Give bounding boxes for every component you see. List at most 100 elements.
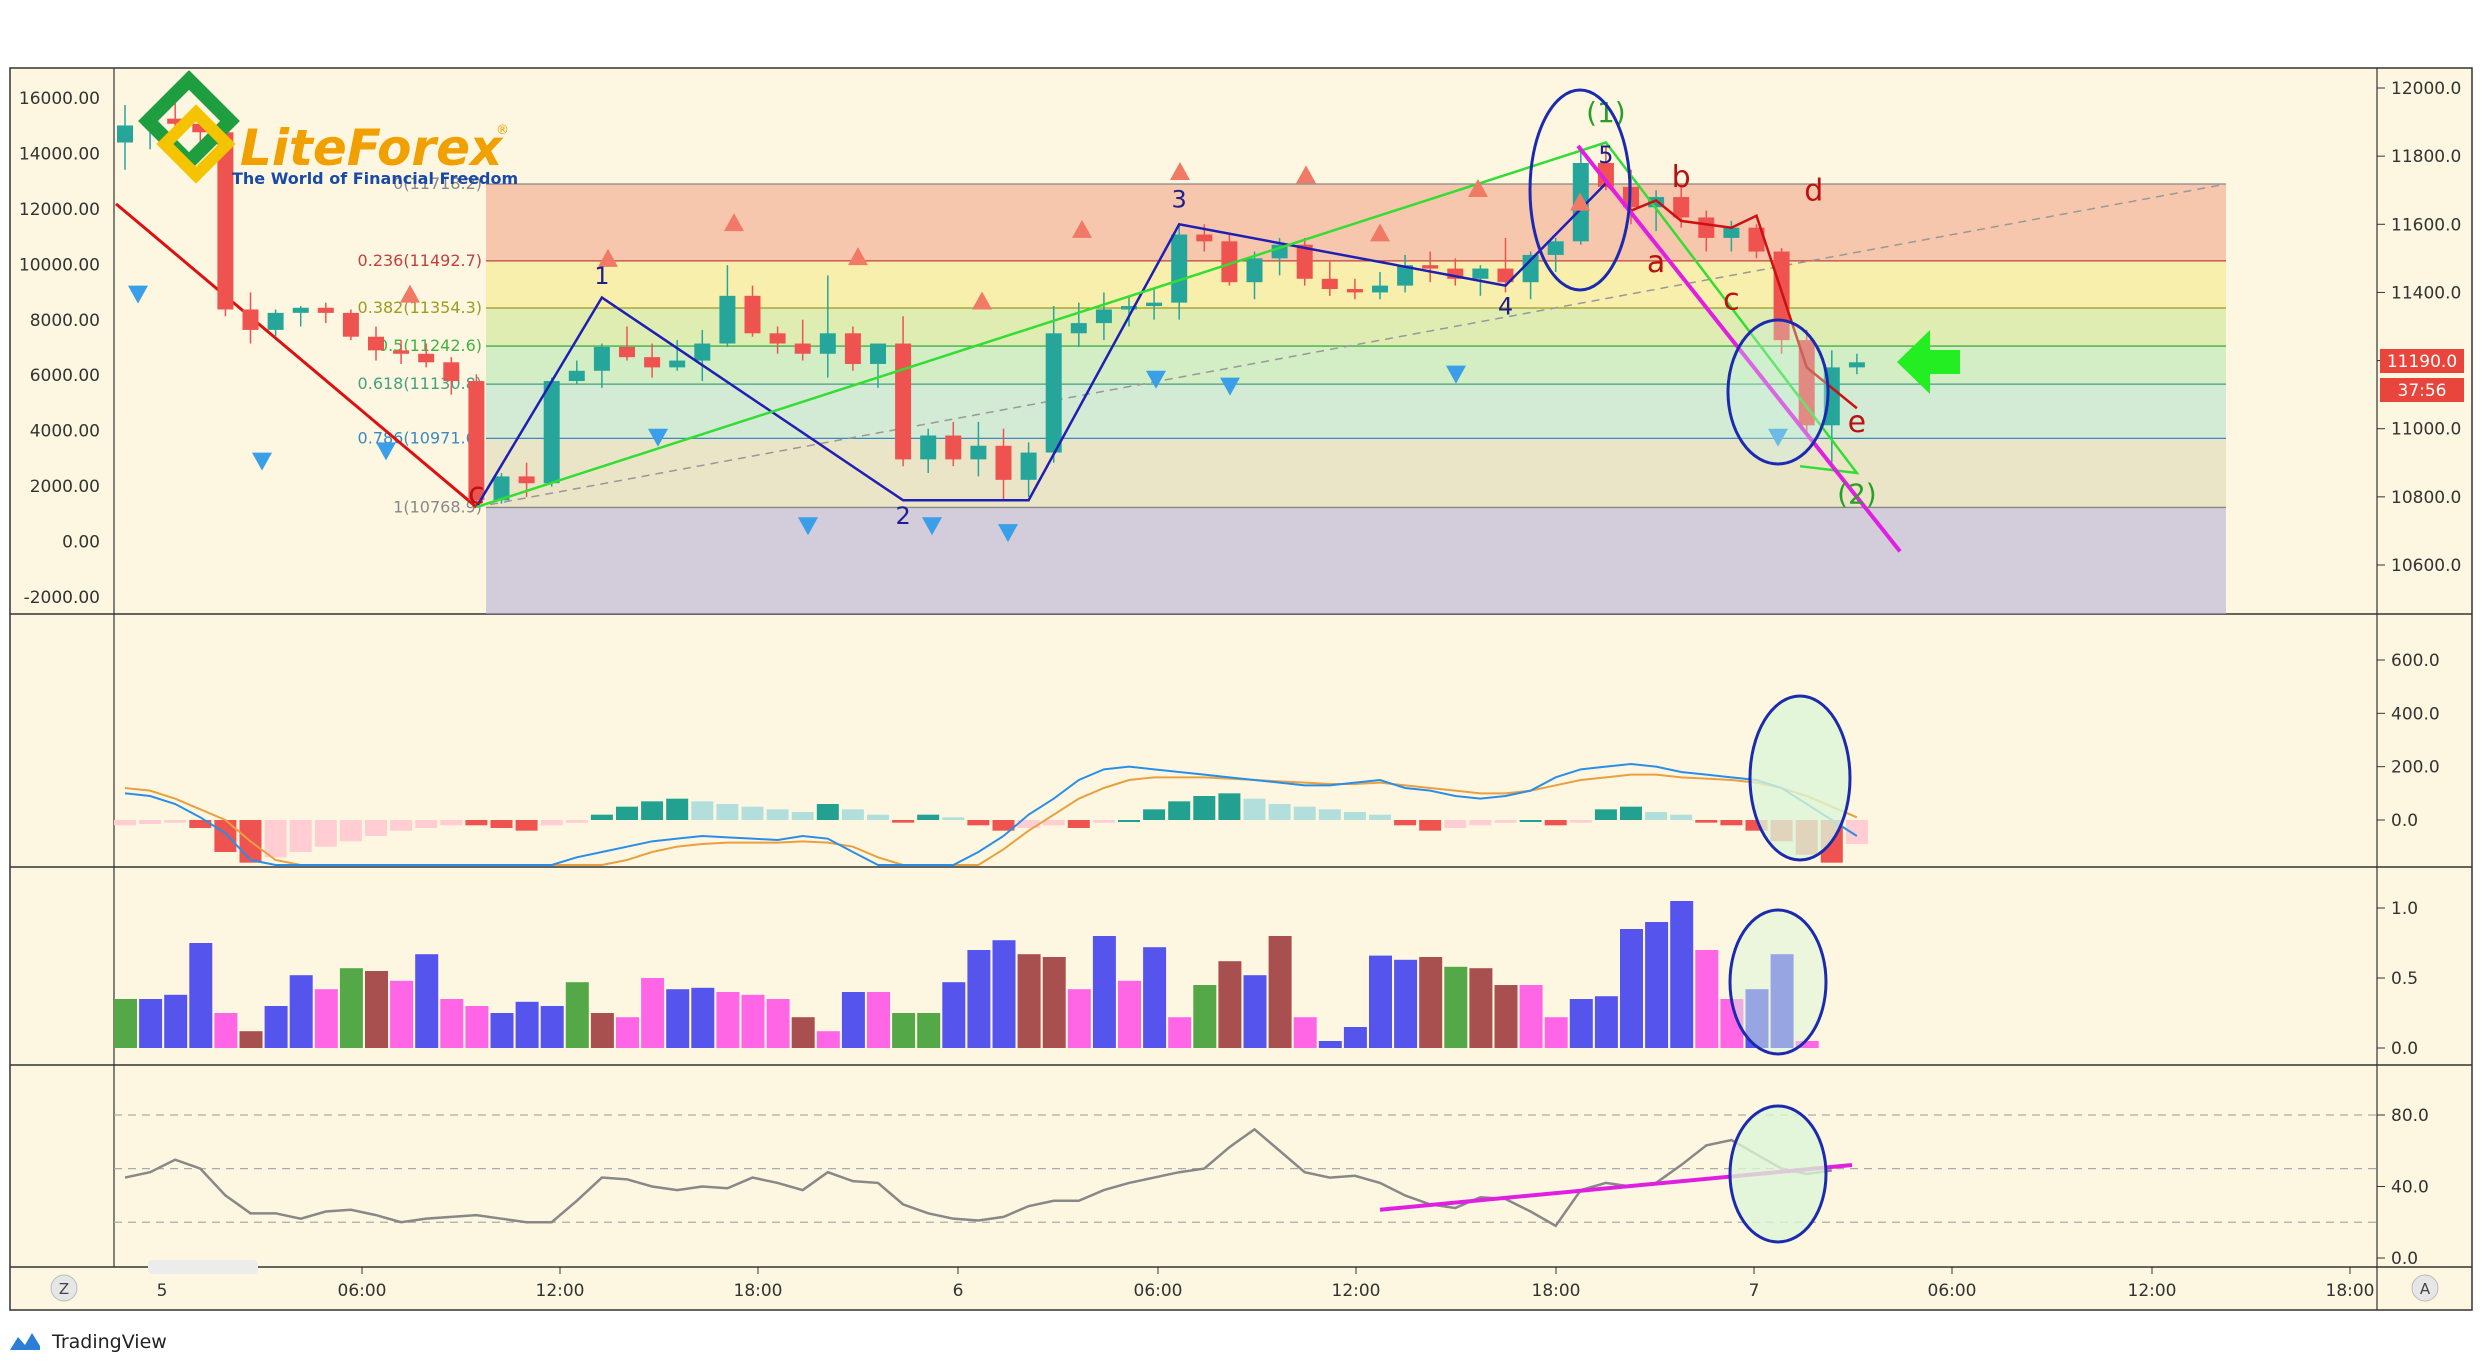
candle-body	[895, 343, 912, 460]
macd-histogram-bar	[1594, 809, 1617, 820]
buy-marker	[848, 247, 868, 266]
volume-bar	[1218, 961, 1242, 1048]
wave-lines[interactable]	[475, 141, 1902, 553]
macd-histogram-bar	[565, 820, 588, 823]
volume-bar	[616, 1017, 639, 1048]
wave-label-green: (2)	[1837, 478, 1877, 511]
volume-bar	[214, 1013, 238, 1048]
candle-body	[794, 343, 811, 354]
candle-body	[217, 132, 234, 310]
buy-marker	[1370, 223, 1390, 242]
ellipse-wave-2	[1726, 318, 1830, 466]
candle-body	[1296, 244, 1313, 279]
candle-body	[1346, 289, 1363, 293]
candle-body	[192, 123, 209, 133]
indicator-axis-tick: 0.0	[2391, 1039, 2418, 1059]
volume-bar	[1469, 968, 1493, 1048]
fib-level-label: 0(11718.2)	[393, 174, 482, 193]
time-axis-tick: 06:00	[1134, 1281, 1183, 1301]
volume-bar	[415, 954, 439, 1048]
buy-marker	[400, 284, 420, 303]
volume-bar	[992, 940, 1016, 1048]
buy-marker	[598, 248, 618, 267]
volume-bar	[942, 982, 966, 1048]
macd-histogram-bar	[515, 820, 538, 831]
volume-bar	[816, 1031, 840, 1048]
macd-histogram-bar	[967, 820, 990, 826]
candlestick-series	[117, 101, 1865, 508]
macd-histogram-bar	[390, 820, 413, 831]
major-wave-line	[476, 141, 1860, 509]
time-axis-tick: 18:00	[1532, 1281, 1581, 1301]
left-axis-tick: 12000.00	[19, 200, 100, 220]
volume-bar	[1243, 975, 1267, 1048]
macd-histogram-bar	[264, 820, 287, 858]
candle-body	[1196, 234, 1213, 242]
candle-body	[1246, 258, 1263, 283]
volume-bar	[1143, 947, 1167, 1048]
macd-histogram-bar	[1268, 804, 1291, 820]
logo-mark-icon	[138, 70, 240, 184]
logo-tagline: The World of Financial Freedom	[232, 169, 518, 188]
candle-body	[1522, 254, 1539, 283]
macd-histogram-bar	[841, 809, 864, 820]
candle-body	[267, 312, 284, 330]
candle-body	[1121, 306, 1137, 310]
candle-body	[1648, 197, 1665, 208]
oscillator-line	[124, 1127, 1832, 1228]
volume-bar	[716, 992, 740, 1048]
buy-marker	[1468, 179, 1488, 198]
left-axis-tick: 10000.00	[19, 255, 100, 275]
volume-bar	[917, 1013, 941, 1048]
macd-histogram-bar	[1042, 820, 1065, 826]
indicator-axis-tick: 600.0	[2391, 651, 2440, 671]
macd-histogram-bar	[590, 814, 613, 820]
left-axis-tick: 6000.00	[30, 366, 100, 386]
time-axis[interactable]: 5 06:00 12:00 18:00 6 06:00 12:00 18:00 7 06:00 12…	[157, 1267, 2375, 1301]
volume-bar	[440, 999, 464, 1048]
candle-body	[920, 435, 937, 460]
buy-marker	[1296, 165, 1316, 184]
candle-body	[1773, 251, 1790, 341]
candle-body	[669, 360, 686, 368]
annotation-ellipses	[1528, 88, 1852, 1244]
candle-body	[292, 307, 309, 313]
macd-histogram-bar	[189, 820, 212, 828]
volume-bar	[1118, 980, 1141, 1048]
wave-label-red: c	[468, 477, 485, 512]
volume-bar	[1620, 929, 1643, 1048]
macd-histogram-bar	[1620, 806, 1642, 820]
macd-histogram-bar	[1343, 812, 1366, 820]
sell-marker	[376, 442, 396, 461]
macd-histogram-bar	[1845, 820, 1868, 844]
candle-body	[167, 118, 184, 124]
macd-histogram-bar	[1444, 820, 1467, 828]
sell-marker	[1220, 377, 1240, 396]
candle-body	[1447, 268, 1464, 279]
tradingview-footer[interactable]: TradingView	[10, 1331, 167, 1353]
tradingview-label: TradingView	[51, 1331, 167, 1353]
volume-bar	[1067, 989, 1091, 1048]
scroll-handle[interactable]	[148, 1260, 258, 1274]
downtrend-line	[115, 202, 478, 509]
left-price-axis[interactable]: 16000.00 14000.00 12000.00 10000.00 8000.00 6…	[19, 89, 100, 608]
macd-histogram-bar	[1494, 820, 1517, 823]
candle-body	[995, 445, 1012, 480]
volume-bar	[666, 989, 690, 1048]
macd-histogram-bar	[164, 820, 187, 823]
candle-body	[493, 476, 510, 501]
trend-lines[interactable]	[115, 183, 2227, 509]
impulse-wave-line	[475, 182, 1607, 508]
auto-scale-button[interactable]: A	[2411, 1274, 2439, 1302]
macd-histogram-bar	[917, 814, 940, 820]
dashed-trend-line	[476, 183, 2227, 508]
candle-body	[1848, 362, 1865, 368]
candle-body	[1698, 217, 1715, 238]
volume-bar	[189, 943, 213, 1048]
candle-body	[518, 476, 535, 484]
volume-bar	[1343, 1027, 1367, 1048]
fibonacci-retracement[interactable]: 0(11718.2) 0.236(11492.7) 0.382(11354.3) 0.…	[358, 174, 2226, 614]
indicator-axes[interactable]: 600.0 400.0 200.0 0.0 1.0 0.5 0.0 80.0 40.0 0.0	[2377, 651, 2440, 1269]
volume-bar	[289, 975, 313, 1048]
z-button[interactable]: Z	[50, 1274, 78, 1302]
